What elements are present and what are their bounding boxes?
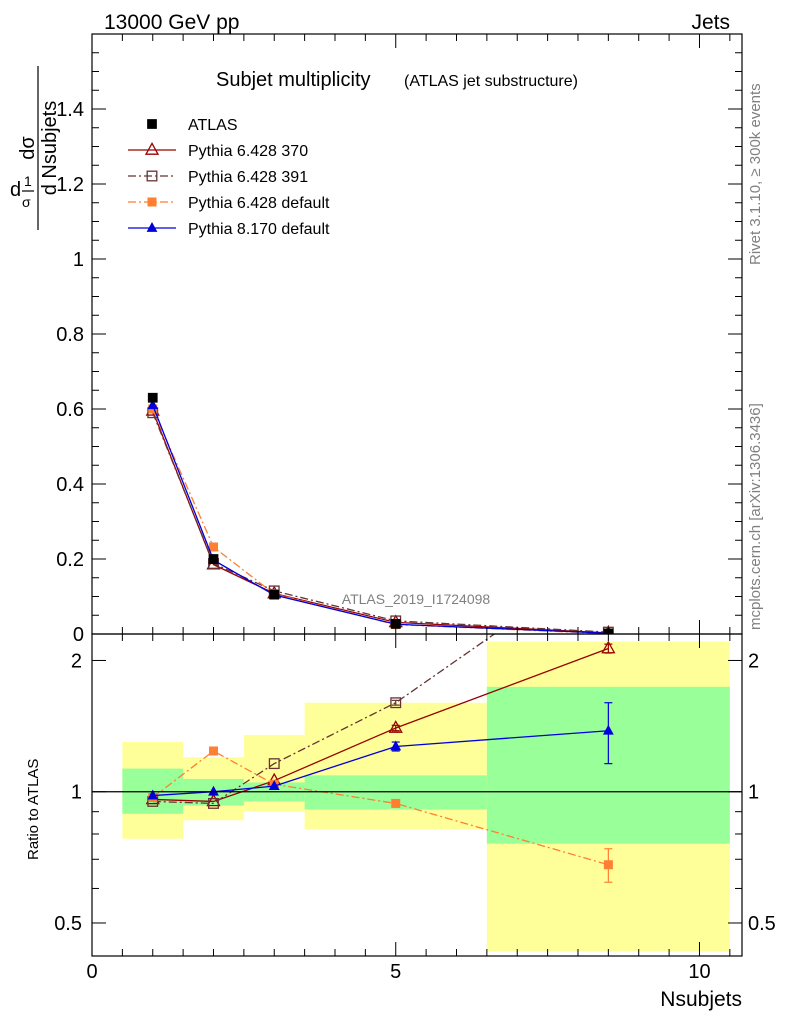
data-point: [146, 170, 158, 182]
data-point: [208, 542, 218, 552]
legend-label: ATLAS: [188, 117, 238, 134]
data-point: [269, 589, 280, 600]
data-point: [144, 142, 160, 155]
ylabel-deriv-num: dσ: [17, 136, 39, 160]
data-point: [208, 797, 219, 809]
data-point: [268, 780, 280, 791]
ylabel-factor-den: σ: [22, 194, 31, 210]
rivet-label: Rivet 3.1.10, ≥ 300k events: [747, 83, 764, 265]
y-tick-label: 0.8: [56, 324, 84, 346]
data-point: [268, 758, 280, 770]
x-tick-label: 10: [688, 961, 710, 983]
y-tick-label: 0.6: [56, 399, 84, 421]
data-point: [147, 392, 158, 403]
y-tick-label: 0.4: [56, 474, 84, 496]
chart-title: Subjet multiplicity: [216, 69, 371, 91]
ratio-y-tick-label-right: 0.5: [748, 913, 776, 935]
chart-subtitle: (ATLAS jet substructure): [404, 73, 578, 90]
data-point: [388, 720, 403, 733]
ylabel-prefix: d: [10, 179, 21, 201]
ratio-y-axis-label: Ratio to ATLAS: [25, 759, 42, 860]
ratio-y-tick-label: 0.5: [54, 913, 82, 935]
data-point: [601, 640, 616, 654]
data-point: [390, 740, 402, 751]
y-tick-label: 1: [73, 249, 84, 271]
y-tick-label: 1.2: [56, 174, 84, 196]
data-point: [603, 860, 613, 870]
data-point: [147, 119, 157, 129]
data-point: [147, 399, 159, 410]
legend-label: Pythia 6.428 default: [188, 195, 330, 212]
legend-label: Pythia 6.428 370: [188, 143, 308, 160]
y-tick-label: 0: [73, 624, 84, 646]
data-point: [206, 793, 221, 807]
ylabel-factor-num: 1: [24, 173, 32, 189]
ratio-y-tick-label-right: 1: [748, 782, 759, 804]
header-right-label: Jets: [691, 11, 730, 34]
ratio-y-tick-label: 1: [71, 782, 82, 804]
ratio-y-tick-label-right: 2: [748, 650, 759, 672]
analysis-watermark: ATLAS_2019_I1724098: [342, 591, 491, 607]
data-point: [602, 724, 614, 735]
data-point: [391, 798, 401, 808]
data-point: [390, 697, 402, 709]
ylabel-deriv-den: d Nsubjets: [39, 101, 61, 196]
ratio-y-tick-label: 2: [71, 650, 82, 672]
y-tick-label: 0.2: [56, 549, 84, 571]
data-point: [146, 222, 158, 232]
mcplots-label: mcplots.cern.ch [arXiv:1306.3436]: [747, 403, 764, 630]
data-point: [147, 789, 159, 800]
y-tick-label: 1.4: [56, 99, 84, 121]
header-left-label: 13000 GeV pp: [104, 11, 239, 34]
main-y-axis-label: d 1 σ dσ d Nsubjets: [10, 66, 61, 230]
data-point: [604, 550, 614, 560]
ratio-frame: [91, 633, 743, 957]
data-point: [147, 197, 157, 207]
ratio-bands: [122, 641, 730, 952]
legend-label: Pythia 8.170 default: [188, 221, 330, 238]
data-point: [208, 746, 218, 756]
legend-label: Pythia 6.428 391: [188, 169, 308, 186]
x-axis-label: Nsubjets: [660, 988, 742, 1011]
x-tick-label: 0: [86, 961, 97, 983]
x-tick-label: 5: [390, 961, 401, 983]
data-point: [208, 785, 219, 796]
axes: 0 5 10 0 0.2 0.4 0.6 0.8 1 1.2 1.4 0.5 0.5 1 1 2 2: [54, 33, 776, 983]
ratio-line: [152, 634, 496, 805]
legend: ATLAS Pythia 6.428 370 Pythia 6.428 391 Pyt…: [128, 117, 330, 238]
data-point: [208, 554, 219, 564]
ratio-series: [145, 550, 616, 883]
